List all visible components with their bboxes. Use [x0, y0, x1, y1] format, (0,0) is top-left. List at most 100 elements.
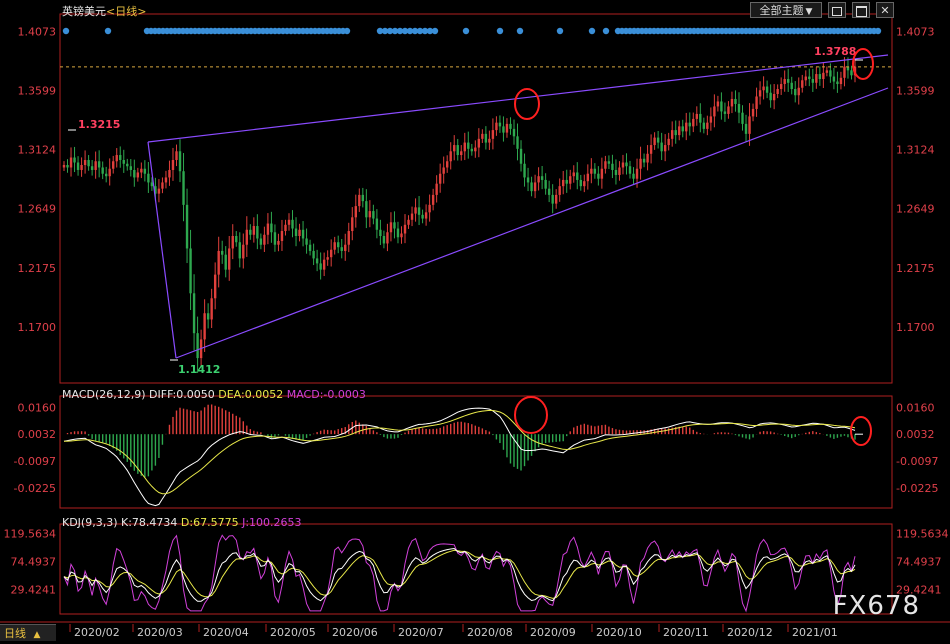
candle-body: [256, 226, 259, 239]
candle-body: [189, 248, 192, 294]
candle-body: [755, 96, 758, 109]
candle-body: [758, 90, 762, 97]
window-maximize-button[interactable]: [852, 2, 870, 18]
price-tick-right-2: 1.3124: [896, 144, 935, 157]
candle-body: [340, 247, 343, 251]
candle-body: [445, 161, 449, 168]
candle-body: [62, 164, 66, 168]
window-close-button[interactable]: ✕: [876, 2, 894, 18]
candle-body: [646, 153, 649, 163]
candle-body: [565, 179, 568, 184]
candle-body: [597, 173, 600, 179]
candle-body: [839, 77, 843, 85]
candle-body: [337, 242, 340, 248]
candle-body: [611, 163, 614, 170]
event-dot: [426, 27, 434, 35]
candle-body: [544, 179, 547, 189]
candle-body: [825, 70, 829, 73]
candle-body: [716, 101, 720, 107]
candle-body: [171, 160, 175, 170]
period-tab[interactable]: 日线 ▲: [0, 624, 56, 641]
price-tick-left-0: 1.4073: [18, 25, 57, 38]
candle-body: [836, 81, 839, 85]
candle-body: [787, 79, 790, 83]
candle-body: [143, 168, 147, 174]
candle-body: [470, 148, 474, 152]
candle-body: [217, 250, 220, 275]
candle-body: [428, 204, 431, 213]
price-tick-right-0: 1.4073: [896, 25, 935, 38]
price-panel-frame: [59, 13, 893, 384]
candle-body: [530, 182, 533, 192]
macd-diff-line: [63, 407, 856, 507]
macd-histogram-value: MACD:-0.0003: [286, 388, 366, 401]
month-tick-label-4: 2020/06: [332, 626, 378, 639]
candle-body: [600, 168, 604, 179]
period-label[interactable]: <日线>: [106, 5, 147, 18]
candle-body: [280, 231, 284, 241]
candle-body: [537, 176, 540, 183]
kdj-name: KDJ(9,3,3): [62, 516, 118, 529]
price-tick-right-1: 1.3599: [896, 84, 935, 97]
candle-body: [73, 157, 76, 163]
candle-body: [161, 182, 164, 189]
month-tick-label-0: 2020/02: [74, 626, 120, 639]
candle-body: [203, 313, 206, 340]
candle-body: [379, 229, 382, 237]
candle-body: [540, 176, 544, 180]
candle-body: [642, 158, 646, 163]
candle-body: [519, 148, 523, 164]
candle-body: [674, 130, 677, 136]
candle-body: [751, 108, 755, 117]
candle-body: [175, 151, 178, 161]
candle-body: [108, 168, 111, 177]
candle-body: [69, 157, 73, 168]
kdj-tick-right-2: 29.4241: [896, 583, 942, 596]
candle-body: [667, 138, 670, 146]
event-dot: [391, 27, 399, 35]
candle-body: [681, 126, 684, 132]
candle-body: [843, 66, 846, 78]
candle-body: [808, 76, 811, 80]
window-restore-button[interactable]: [828, 2, 846, 18]
candle-body: [224, 254, 227, 270]
candle-body: [168, 169, 171, 178]
candle-body: [748, 116, 751, 134]
event-dot: [386, 27, 394, 35]
candle-body: [386, 232, 389, 244]
candle-body: [502, 126, 505, 133]
kdj-panel-frame: [59, 523, 893, 615]
candle-body: [438, 173, 442, 184]
event-dot: [62, 27, 70, 35]
month-tick-label-7: 2020/09: [530, 626, 576, 639]
candle-body: [801, 80, 804, 88]
candle-body: [322, 259, 326, 270]
event-dot: [411, 27, 419, 35]
candle-body: [410, 213, 414, 220]
candle-body: [765, 86, 769, 93]
symbol-label[interactable]: 英镑美元: [62, 5, 106, 18]
candle-body: [76, 162, 80, 170]
candle-body: [832, 76, 836, 82]
price-tick-left-1: 1.3599: [18, 84, 57, 97]
current-price-label: 1.3788: [814, 45, 856, 58]
price-tick-right-5: 1.1700: [896, 321, 935, 334]
left-trendline: [147, 141, 177, 359]
candle-body: [147, 173, 150, 183]
month-tick-label-8: 2020/10: [596, 626, 642, 639]
theme-select-button[interactable]: 全部主题 ▼: [750, 2, 822, 18]
macd-tick-left-0: 0.0160: [18, 401, 57, 414]
macd-dea-value: DEA:0.0052: [218, 388, 284, 401]
candle-body: [618, 167, 621, 175]
candle-body: [635, 168, 639, 179]
candle-body: [678, 126, 681, 136]
candle-body: [586, 173, 590, 182]
candle-body: [354, 206, 357, 218]
candle-body: [431, 194, 435, 205]
candle-body: [495, 122, 498, 131]
candle-body: [97, 161, 101, 168]
candle-body: [498, 122, 502, 127]
candle-body: [730, 98, 734, 107]
event-dot: [421, 27, 429, 35]
